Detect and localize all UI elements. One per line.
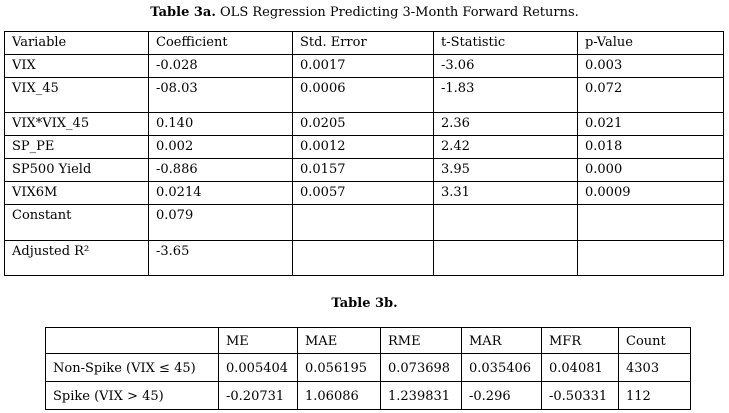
table-cell: 0.018 — [577, 135, 724, 159]
column-header: MAE — [297, 327, 381, 354]
table-row: Non-Spike (VIX ≤ 45) 0.005404 0.056195 0.07… — [45, 353, 691, 382]
table-cell — [577, 204, 724, 241]
table-row: SP500 Yield -0.886 0.0157 3.95 0.000 — [4, 158, 724, 182]
table-row: VIX_45 -08.03 0.0006 -1.83 0.072 — [4, 77, 724, 113]
column-header: MAR — [461, 327, 542, 354]
table-3a-caption: Table 3a. OLS Regression Predicting 3-Mo… — [0, 4, 729, 21]
row-label: VIX — [4, 54, 149, 78]
header-row: ME MAE RME MAR MFR Count — [45, 327, 691, 354]
table-cell: 0.073698 — [380, 353, 462, 382]
column-header: Count — [618, 327, 691, 354]
table-3b-caption: Table 3b. — [0, 295, 729, 312]
row-label: Constant — [4, 204, 149, 241]
table-cell: 0.0157 — [292, 158, 434, 182]
table-3b-spike-statistics: ME MAE RME MAR MFR Count Non-Spike (VIX ≤ 45) 0… — [45, 327, 691, 410]
table-cell: 4303 — [618, 353, 691, 382]
table-cell: 0.072 — [577, 77, 724, 113]
table-cell: 0.021 — [577, 112, 724, 136]
table-cell: 0.0006 — [292, 77, 434, 113]
table-cell: -0.028 — [148, 54, 293, 78]
row-label: VIX6M — [4, 181, 149, 205]
column-header: Variable — [4, 31, 149, 55]
table-row: SP_PE 0.002 0.0012 2.42 0.018 — [4, 135, 724, 159]
table-cell: 0.000 — [577, 158, 724, 182]
column-header: Coefficient — [148, 31, 293, 55]
table-cell: 0.0009 — [577, 181, 724, 205]
table-cell: 0.140 — [148, 112, 293, 136]
table-cell: -1.83 — [433, 77, 578, 113]
table-cell: 0.04081 — [541, 353, 619, 382]
table-cell: 3.95 — [433, 158, 578, 182]
table-cell: -08.03 — [148, 77, 293, 113]
table-cell: 112 — [618, 381, 691, 410]
table-cell: 3.31 — [433, 181, 578, 205]
column-header: Std. Error — [292, 31, 434, 55]
table-3b-caption-label: Table 3b. — [331, 296, 398, 311]
table-cell: -3.65 — [148, 240, 293, 276]
table-row: Adjusted R² -3.65 — [4, 240, 724, 276]
table-cell: -0.50331 — [541, 381, 619, 410]
table-row: VIX*VIX_45 0.140 0.0205 2.36 0.021 — [4, 112, 724, 136]
table-cell: 0.003 — [577, 54, 724, 78]
table-cell: 2.42 — [433, 135, 578, 159]
table-cell — [433, 204, 578, 241]
column-header: RME — [380, 327, 462, 354]
table-cell: 1.06086 — [297, 381, 381, 410]
table-row: Constant 0.079 — [4, 204, 724, 241]
table-cell: 0.0205 — [292, 112, 434, 136]
row-label: Non-Spike (VIX ≤ 45) — [45, 353, 219, 382]
table-cell: -0.296 — [461, 381, 542, 410]
table-cell: 1.239831 — [380, 381, 462, 410]
table-cell: 0.0057 — [292, 181, 434, 205]
header-row: Variable Coefficient Std. Error t-Statistic… — [4, 31, 724, 55]
table-3a-ols-regression: Variable Coefficient Std. Error t-Statistic… — [4, 31, 724, 276]
table-cell: -0.20731 — [218, 381, 298, 410]
table-row: Spike (VIX > 45) -0.20731 1.06086 1.239831-… — [45, 381, 691, 410]
table-cell: 0.035406 — [461, 353, 542, 382]
table-cell: -3.06 — [433, 54, 578, 78]
row-label: SP_PE — [4, 135, 149, 159]
table-cell: 0.005404 — [218, 353, 298, 382]
table-cell — [292, 204, 434, 241]
column-header: MFR — [541, 327, 619, 354]
table-cell — [292, 240, 434, 276]
table-cell: 0.079 — [148, 204, 293, 241]
table-cell: 0.056195 — [297, 353, 381, 382]
table-3a-caption-label: Table 3a. — [150, 5, 216, 20]
table-cell: 2.36 — [433, 112, 578, 136]
column-header: ME — [218, 327, 298, 354]
row-label: VIX*VIX_45 — [4, 112, 149, 136]
row-label: Spike (VIX > 45) — [45, 381, 219, 410]
table-cell: 0.002 — [148, 135, 293, 159]
table-cell: 0.0012 — [292, 135, 434, 159]
table-row: VIX6M 0.0214 0.0057 3.31 0.0009 — [4, 181, 724, 205]
table-cell: -0.886 — [148, 158, 293, 182]
column-header — [45, 327, 219, 354]
column-header: p-Value — [577, 31, 724, 55]
table-cell — [577, 240, 724, 276]
table-cell: 0.0017 — [292, 54, 434, 78]
row-label: SP500 Yield — [4, 158, 149, 182]
row-label: VIX_45 — [4, 77, 149, 113]
table-cell — [433, 240, 578, 276]
column-header: t-Statistic — [433, 31, 578, 55]
table-row: VIX -0.028 0.0017 -3.06 0.003 — [4, 54, 724, 78]
table-cell: 0.0214 — [148, 181, 293, 205]
table-3a-caption-text: OLS Regression Predicting 3-Month Forwar… — [215, 5, 579, 20]
row-label: Adjusted R² — [4, 240, 149, 276]
